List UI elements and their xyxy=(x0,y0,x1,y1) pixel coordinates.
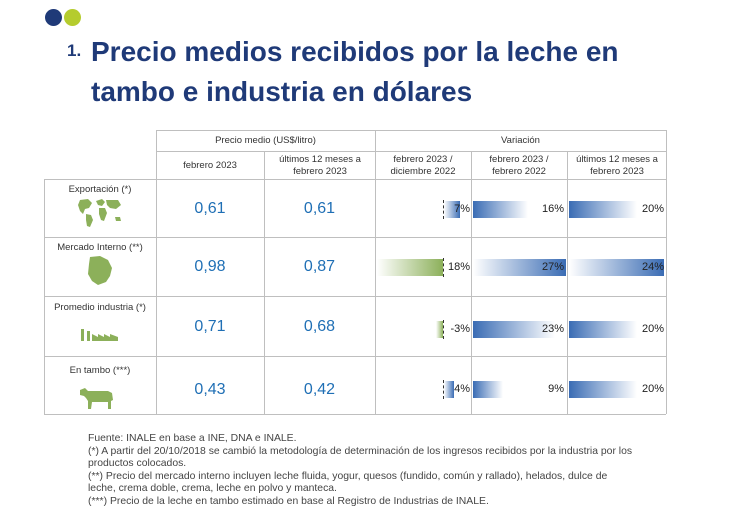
var-12m-label: 24% xyxy=(641,261,664,273)
world-map-icon xyxy=(78,199,121,227)
var-12m-bar xyxy=(569,259,664,276)
grid-line xyxy=(44,414,666,415)
var-dec-bar xyxy=(377,259,443,276)
grid-line xyxy=(471,151,472,414)
col-header-price-feb: febrero 2023 xyxy=(183,159,237,171)
price-feb-value: 0,71 xyxy=(194,318,226,335)
var-dec-label: 4% xyxy=(454,383,470,395)
var-12m-bar xyxy=(569,321,637,338)
col-header-price-12m: últimos 12 meses a febrero 2023 xyxy=(279,153,361,177)
grid-line xyxy=(44,356,666,357)
price-12m-value: 0,87 xyxy=(303,258,336,275)
var-feb-bar xyxy=(473,201,528,218)
zero-axis xyxy=(443,320,444,339)
cow-icon xyxy=(80,388,113,409)
var-feb-bar xyxy=(473,381,503,398)
zero-axis xyxy=(443,380,444,399)
grid-line xyxy=(264,151,265,414)
zero-axis xyxy=(443,258,444,277)
factory-icon xyxy=(81,329,118,341)
source-note: Fuente: INALE en base a INE, DNA e INALE… xyxy=(88,433,297,444)
col-header-var-12m: últimos 12 meses a febrero 2023 xyxy=(576,153,658,177)
var-feb-label: 27% xyxy=(541,261,564,273)
grid-line xyxy=(375,130,376,414)
footnote-3: (***) Precio de la leche en tambo estima… xyxy=(88,495,489,507)
grid-line xyxy=(156,130,157,414)
price-12m-value: 0,68 xyxy=(303,318,336,335)
zero-axis xyxy=(443,200,444,219)
grid-line xyxy=(567,151,568,414)
grid-line xyxy=(44,179,666,180)
price-feb-value: 0,61 xyxy=(194,200,226,217)
price-group-header: Precio medio (US$/litro) xyxy=(215,135,316,146)
row-label-en-tambo: En tambo (***) xyxy=(69,365,131,376)
col-header-var-dec: febrero 2023 / diciembre 2022 xyxy=(390,153,456,177)
page-title: Precio medios recibidos por la leche en … xyxy=(91,36,619,107)
row-label-exportacion: Exportación (*) xyxy=(68,184,132,195)
grid-line xyxy=(156,151,666,152)
col-header-var-feb: febrero 2023 / febrero 2022 xyxy=(489,153,549,177)
var-12m-bar xyxy=(569,381,637,398)
var-dec-bar xyxy=(444,381,454,398)
footnotes: Fuente: INALE en base a INE, DNA e INALE… xyxy=(88,433,633,509)
row-label-mercado-interno: Mercado Interno (**) xyxy=(57,242,143,253)
var-12m-label: 20% xyxy=(641,323,664,335)
var-12m-label: 20% xyxy=(641,383,664,395)
price-feb-value: 0,43 xyxy=(194,381,226,398)
uruguay-map-icon xyxy=(88,256,112,285)
var-feb-label: 23% xyxy=(541,323,564,335)
var-feb-bar xyxy=(473,321,555,338)
grid-line xyxy=(44,296,666,297)
variation-group-header: Variación xyxy=(501,135,540,146)
var-feb-label: 9% xyxy=(548,383,564,395)
var-12m-label: 20% xyxy=(641,203,664,215)
footnote-2: (**) Precio del mercado interno incluyen… xyxy=(88,470,608,495)
var-12m-bar xyxy=(569,201,637,218)
var-dec-bar xyxy=(444,201,460,218)
title-number: 1. xyxy=(67,41,82,60)
price-12m-value: 0,42 xyxy=(303,381,336,398)
footnote-1: (*) A partir del 20/10/2018 se cambió la… xyxy=(88,445,633,470)
var-dec-label: 7% xyxy=(454,203,470,215)
var-feb-bar xyxy=(473,259,566,276)
var-dec-label: 18% xyxy=(447,261,470,273)
grid-line xyxy=(156,130,666,131)
grid-line xyxy=(44,237,666,238)
decorative-dot-green xyxy=(64,9,81,26)
grid-line xyxy=(666,130,667,414)
price-12m-value: 0,61 xyxy=(303,200,336,217)
var-dec-label: -3% xyxy=(450,323,470,335)
grid-line xyxy=(44,179,45,414)
var-dec-bar xyxy=(436,321,443,338)
decorative-dot-blue xyxy=(45,9,62,26)
row-label-promedio-industria: Promedio industria (*) xyxy=(54,302,146,313)
price-feb-value: 0,98 xyxy=(194,258,226,275)
var-feb-label: 16% xyxy=(541,203,564,215)
